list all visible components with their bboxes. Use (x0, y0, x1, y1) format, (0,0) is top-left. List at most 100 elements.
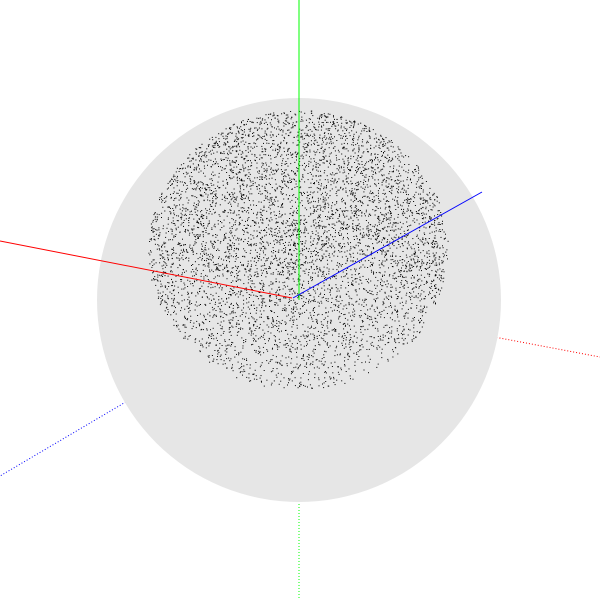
point (390, 160, 392, 162)
point (174, 198, 176, 200)
point (211, 190, 212, 191)
point (294, 225, 296, 226)
point (153, 235, 155, 237)
point (169, 206, 170, 208)
point (165, 301, 167, 303)
point (319, 269, 321, 271)
point (393, 273, 395, 275)
point (262, 136, 264, 137)
point (241, 199, 243, 201)
point (318, 239, 320, 241)
point (242, 207, 244, 209)
point (222, 363, 224, 365)
point (428, 250, 430, 252)
point (427, 242, 429, 244)
point (322, 206, 324, 208)
point (356, 208, 358, 210)
point (375, 298, 377, 300)
point (385, 213, 387, 215)
point (425, 213, 427, 215)
point (335, 299, 337, 301)
point (366, 184, 368, 186)
point (290, 345, 292, 347)
point (325, 371, 326, 373)
point (203, 172, 204, 174)
point (333, 275, 335, 277)
point (410, 307, 412, 309)
point (164, 301, 166, 303)
point (282, 131, 284, 133)
point (185, 210, 187, 212)
point (226, 358, 228, 360)
point (231, 227, 233, 229)
point (214, 158, 216, 160)
point (304, 232, 306, 234)
point (331, 180, 333, 182)
point (392, 259, 394, 261)
point (257, 353, 259, 355)
point (239, 191, 241, 193)
point (276, 346, 278, 348)
point (410, 264, 412, 266)
point (404, 212, 406, 214)
point (207, 199, 209, 201)
point (165, 197, 167, 199)
point (296, 356, 298, 358)
point (425, 312, 427, 314)
point (347, 277, 349, 279)
point (211, 206, 213, 207)
point (173, 235, 175, 237)
point (314, 349, 316, 350)
point (250, 287, 252, 289)
point (243, 143, 245, 145)
point (285, 297, 287, 299)
point (418, 286, 420, 288)
point (390, 185, 392, 187)
point (261, 316, 262, 318)
point (327, 113, 329, 115)
point (400, 282, 402, 284)
point (272, 368, 274, 369)
point (248, 244, 250, 246)
point (231, 271, 233, 273)
point (187, 165, 189, 167)
point (202, 215, 204, 217)
point (328, 223, 330, 225)
point (378, 234, 380, 236)
point (340, 265, 342, 267)
point (424, 306, 425, 308)
point (213, 152, 215, 154)
point (401, 188, 403, 190)
point (433, 295, 435, 297)
point (381, 251, 383, 253)
point (265, 121, 267, 123)
point (188, 302, 190, 304)
point (274, 150, 276, 152)
point (276, 302, 278, 304)
point (257, 298, 259, 300)
point (256, 268, 258, 270)
point (270, 213, 272, 215)
point (384, 274, 385, 276)
point (153, 278, 155, 279)
point (391, 330, 393, 332)
point (236, 323, 237, 325)
point (201, 249, 203, 250)
point (354, 162, 356, 163)
point (175, 313, 177, 315)
point (182, 324, 184, 326)
point (279, 227, 281, 229)
point (302, 305, 304, 306)
point (249, 121, 251, 122)
point (202, 218, 204, 219)
point (216, 359, 218, 361)
point (342, 227, 344, 229)
point (292, 324, 294, 325)
point (386, 218, 388, 220)
point (189, 160, 191, 162)
point (299, 279, 301, 281)
point (341, 116, 343, 118)
point (381, 155, 383, 157)
